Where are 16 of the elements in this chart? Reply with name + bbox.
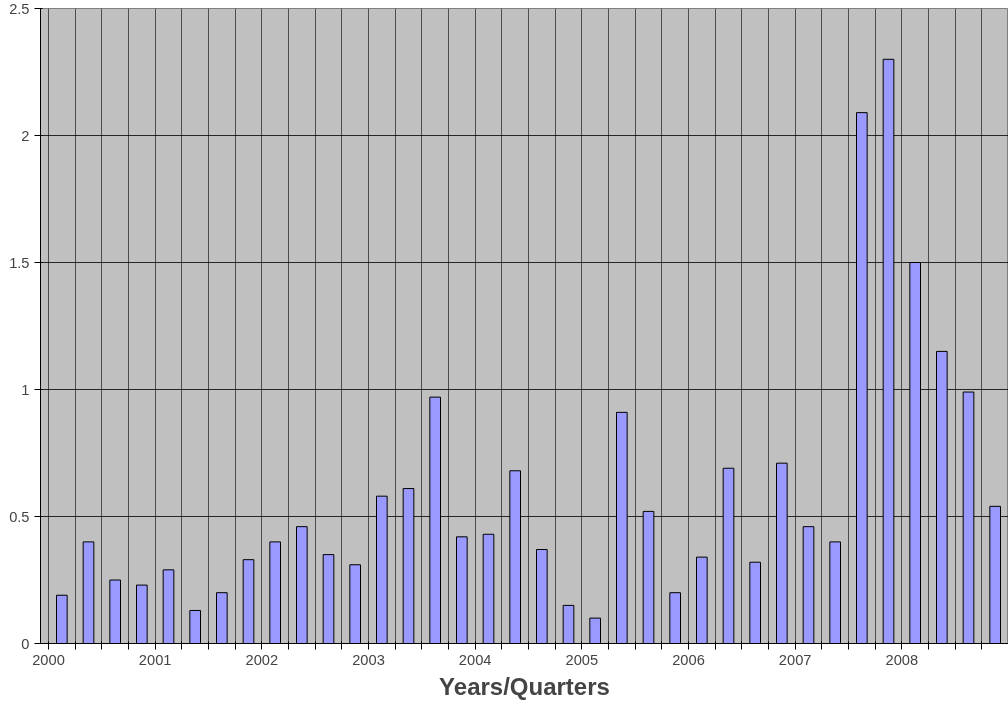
- y-tick-label: 2.5: [9, 0, 30, 17]
- x-axis-title: Years/Quarters: [439, 672, 610, 700]
- x-tick-label: 2001: [138, 651, 172, 668]
- y-tick-label: 2: [21, 127, 30, 144]
- x-tick-label: 2000: [32, 651, 65, 668]
- x-tick-label: 2003: [352, 651, 385, 668]
- y-tick-label: 0.5: [9, 508, 30, 525]
- x-tick-label: 2008: [885, 651, 919, 668]
- x-tick-label: 2006: [672, 651, 705, 668]
- x-tick-label: 2004: [458, 651, 492, 668]
- x-tick-label: 2002: [245, 651, 279, 668]
- x-tick-label: 2005: [565, 651, 599, 668]
- x-tick-label: 2007: [778, 651, 812, 668]
- y-tick-label: 1.5: [9, 254, 30, 271]
- y-tick-label: 0: [21, 635, 30, 652]
- y-tick-label: 1: [21, 381, 30, 398]
